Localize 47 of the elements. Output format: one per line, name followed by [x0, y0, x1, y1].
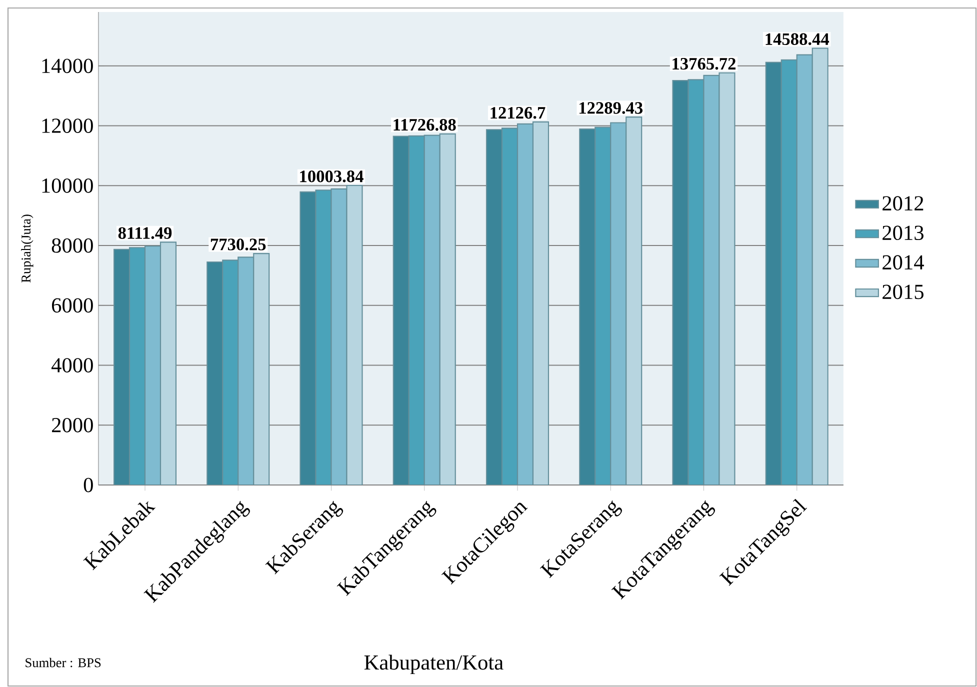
y-tick-label: 6000: [52, 298, 93, 313]
y-tick-label: 0: [84, 478, 93, 492]
y-axis-title: Rupiah(Juta): [21, 214, 34, 283]
y-tick-label: 10000: [42, 178, 93, 193]
bar: [206, 261, 224, 485]
bar: [253, 253, 270, 485]
data-label: 11726.88: [394, 118, 456, 131]
y-tick-label: 14000: [42, 58, 93, 74]
data-label: 12289.43: [580, 102, 643, 114]
bar: [238, 256, 254, 485]
bar: [718, 72, 736, 485]
bar: [626, 116, 642, 485]
data-label: 10003.84: [300, 170, 364, 182]
data-label: 7730.25: [210, 238, 266, 250]
bar: [486, 129, 503, 485]
data-label: 8111.49: [118, 227, 172, 239]
legend-label: 2014: [882, 255, 924, 270]
text: Sumber : BPS: [26, 658, 101, 668]
bar: [346, 184, 363, 485]
y-tick-label: 4000: [51, 358, 93, 372]
bar: [796, 54, 813, 485]
bar: [300, 191, 316, 485]
legend-label: 2013: [882, 226, 924, 240]
bar: [579, 128, 596, 485]
bar: [532, 121, 550, 485]
bar: [392, 136, 410, 485]
bar: [765, 62, 782, 485]
bar: [113, 248, 130, 485]
legend-label: 2015: [882, 284, 924, 300]
bar: [812, 48, 828, 485]
x-axis-title: Kabupaten/Kota: [364, 654, 504, 674]
bar: [516, 123, 534, 485]
data-label: 13765.72: [672, 58, 736, 70]
y-tick-label: 2000: [52, 418, 93, 432]
bar: [672, 80, 689, 485]
bar: [610, 122, 627, 485]
data-label: 12126.7: [490, 107, 546, 119]
bar: [439, 133, 456, 485]
bar: [330, 188, 348, 485]
legend-label: 2012: [882, 196, 924, 211]
data-label: 14588.44: [766, 33, 830, 46]
bar: [160, 242, 177, 485]
bar: [424, 134, 440, 485]
bar: [703, 74, 720, 485]
y-tick-label: 12000: [42, 118, 93, 133]
bar: [144, 246, 162, 485]
y-tick-label: 8000: [52, 238, 93, 253]
